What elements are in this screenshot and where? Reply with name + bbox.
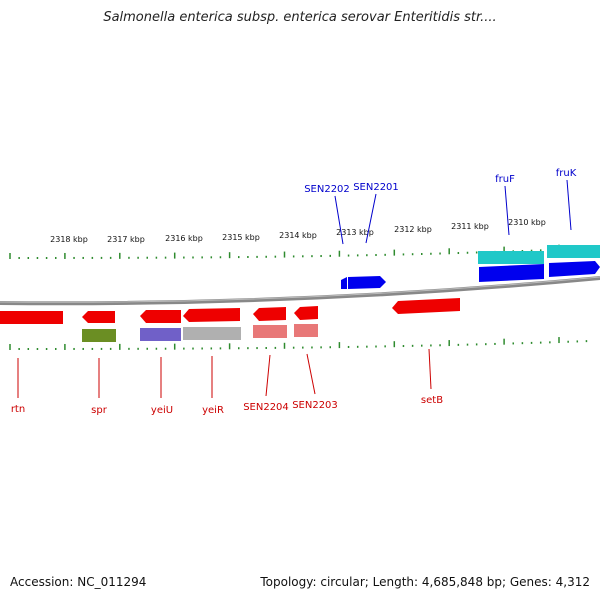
ruler-label: 2315 kbp bbox=[222, 233, 260, 242]
gene-arrow-forward[interactable] bbox=[549, 261, 600, 277]
label-leader bbox=[334, 195, 344, 245]
ruler-label: 2318 kbp bbox=[50, 235, 88, 244]
gene-label-SEN2202[interactable]: SEN2202 bbox=[304, 184, 350, 195]
gene-cog-cyan[interactable] bbox=[478, 251, 544, 264]
ruler-label: 2316 kbp bbox=[165, 234, 203, 243]
ruler-label: 2311 kbp bbox=[451, 222, 489, 231]
gene-arrow-reverse[interactable] bbox=[253, 307, 286, 321]
gene-label-fruF[interactable]: fruF bbox=[495, 174, 515, 185]
label-leader bbox=[504, 185, 510, 236]
label-leader bbox=[428, 348, 432, 390]
ruler-ticks-bottom bbox=[9, 337, 588, 350]
ruler-label: 2312 kbp bbox=[394, 225, 432, 234]
label-leader bbox=[365, 193, 377, 244]
ruler-label: 2313 kbp bbox=[336, 228, 374, 237]
ruler-label: 2310 kbp bbox=[508, 218, 546, 227]
label-leader bbox=[566, 179, 572, 231]
gene-arrow-reverse[interactable] bbox=[82, 311, 115, 323]
gene-arrow-reverse[interactable] bbox=[392, 298, 460, 314]
ruler-label: 2314 kbp bbox=[279, 231, 317, 240]
gene-cog-gray[interactable] bbox=[183, 327, 241, 340]
topology-text: Topology: circular; Length: 4,685,848 bp… bbox=[260, 575, 590, 589]
accession-text: Accession: NC_011294 bbox=[10, 575, 147, 589]
gene-arrow-reverse[interactable] bbox=[0, 311, 63, 324]
gene-label-SEN2203[interactable]: SEN2203 bbox=[292, 400, 338, 411]
gene-label-spr[interactable]: spr bbox=[91, 405, 108, 416]
genome-backbone bbox=[0, 276, 600, 306]
label-leader bbox=[265, 354, 271, 397]
gene-cog-green[interactable] bbox=[82, 329, 116, 342]
gene-label-yeiR[interactable]: yeiR bbox=[202, 405, 224, 416]
gene-label-setB[interactable]: setB bbox=[421, 395, 443, 406]
gene-label-SEN2204[interactable]: SEN2204 bbox=[243, 402, 289, 413]
gene-arrow-reverse[interactable] bbox=[294, 306, 318, 320]
gene-cog-purple[interactable] bbox=[140, 328, 181, 341]
gene-cog-pink[interactable] bbox=[253, 325, 287, 338]
gene-arrow-reverse[interactable] bbox=[183, 308, 240, 322]
organism-title: Salmonella enterica subsp. enterica sero… bbox=[103, 10, 497, 25]
gene-label-fruK[interactable]: fruK bbox=[556, 168, 577, 179]
gene-label-SEN2201[interactable]: SEN2201 bbox=[353, 182, 399, 193]
gene-cog-pink[interactable] bbox=[294, 324, 318, 337]
gene-arrow-forward[interactable] bbox=[341, 277, 347, 289]
gene-arrow-forward[interactable] bbox=[479, 264, 544, 282]
gene-label-rtn[interactable]: rtn bbox=[11, 404, 25, 415]
genome-backbone-highlight bbox=[0, 276, 600, 303]
gene-label-yeiU[interactable]: yeiU bbox=[151, 405, 173, 416]
ruler-label: 2317 kbp bbox=[107, 235, 145, 244]
label-leader bbox=[306, 353, 316, 395]
gene-arrow-reverse[interactable] bbox=[140, 310, 181, 323]
gene-cog-cyan[interactable] bbox=[547, 245, 600, 258]
ruler-ticks-top bbox=[9, 244, 588, 259]
gene-arrow-forward[interactable] bbox=[348, 276, 386, 289]
